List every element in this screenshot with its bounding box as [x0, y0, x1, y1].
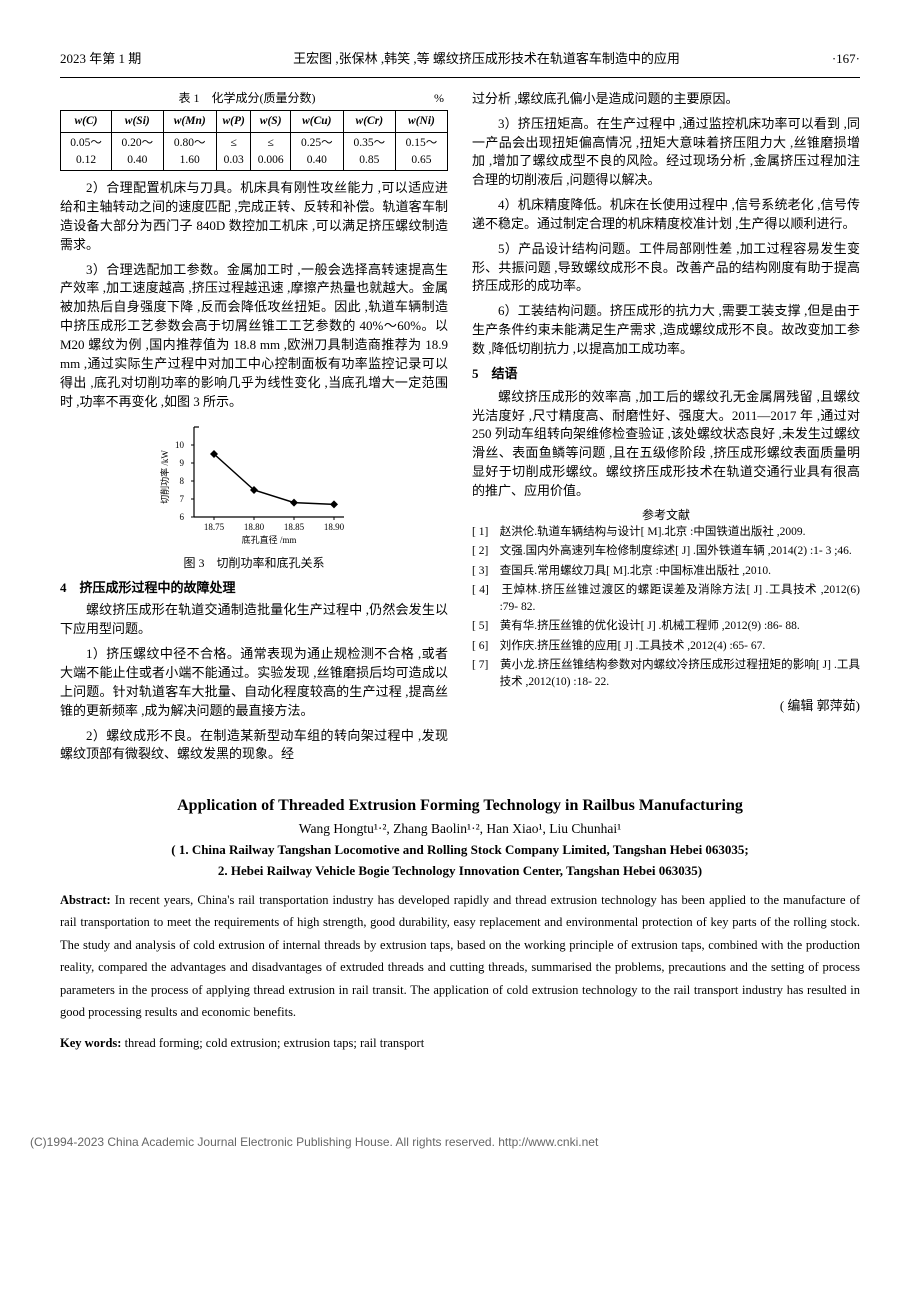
page: 2023 年第 1 期 王宏图 ,张保林 ,韩笑 ,等 螺纹挤压成形技术在轨道客… — [0, 0, 920, 1084]
table1: w(C) w(Si) w(Mn) w(P) w(S) w(Cu) w(Cr) w… — [60, 110, 448, 171]
svg-text:7: 7 — [180, 494, 185, 504]
en-title: Application of Threaded Extrusion Formin… — [60, 794, 860, 817]
chart-svg: 6 7 8 9 10 18.75 18.80 18.85 18.90 切削功率 — [154, 417, 354, 547]
ylabel: 切削功率 /kW — [159, 450, 170, 504]
markers — [210, 450, 338, 508]
svg-text:10: 10 — [175, 440, 185, 450]
two-column-body: 表 1 化学成分(质量分数) % w(C) w(Si) w(Mn) w(P) w… — [60, 90, 860, 770]
svg-text:6: 6 — [180, 512, 185, 522]
en-affiliation-2: 2. Hebei Railway Vehicle Bogie Technolog… — [60, 862, 860, 881]
th: w(S) — [251, 111, 291, 133]
svg-text:9: 9 — [180, 458, 185, 468]
reference-item: [ 1] 赵洪伦.轨道车辆结构与设计[ M].北京 :中国铁道出版社 ,2009… — [472, 524, 860, 541]
table1-caption: 表 1 化学成分(质量分数) — [179, 91, 316, 105]
td: 0.25～0.40 — [290, 132, 343, 170]
left-column: 表 1 化学成分(质量分数) % w(C) w(Si) w(Mn) w(P) w… — [60, 90, 448, 770]
td: 0.05～0.12 — [61, 132, 112, 170]
reference-item: [ 5] 黄有华.挤压丝锥的优化设计[ J] .机械工程师 ,2012(9) :… — [472, 618, 860, 635]
reference-item: [ 4] 王焯林.挤压丝锥过渡区的螺距误差及消除方法[ J] .工具技术 ,20… — [472, 582, 860, 617]
en-keywords: Key words: thread forming; cold extrusio… — [60, 1032, 860, 1055]
table-row: 0.05～0.12 0.20～0.40 0.80～1.60 ≤ 0.03 ≤ 0… — [61, 132, 448, 170]
th: w(Si) — [112, 111, 164, 133]
cnki-footer: (C)1994-2023 China Academic Journal Elec… — [0, 1134, 920, 1151]
th: w(Mn) — [163, 111, 216, 133]
para: 6）工装结构问题。挤压成形的抗力大 ,需要工装支撑 ,但是由于生产条件约束未能满… — [472, 302, 860, 359]
para: 3）挤压扭矩高。在生产过程中 ,通过监控机床功率可以看到 ,同一产品会出现扭矩偏… — [472, 115, 860, 190]
th: w(Ni) — [395, 111, 447, 133]
td: 0.80～1.60 — [163, 132, 216, 170]
references-heading: 参考文献 — [472, 507, 860, 524]
para: 2）合理配置机床与刀具。机床具有刚性攻丝能力 ,可以适应进给和主轴转动之间的速度… — [60, 179, 448, 254]
section-4-head: 4 挤压成形过程中的故障处理 — [60, 579, 448, 598]
th: w(Cr) — [343, 111, 395, 133]
right-column: 过分析 ,螺纹底孔偏小是造成问题的主要原因。 3）挤压扭矩高。在生产过程中 ,通… — [472, 90, 860, 770]
y-ticks: 6 7 8 9 10 — [175, 440, 194, 522]
th: w(C) — [61, 111, 112, 133]
td: ≤ 0.03 — [216, 132, 250, 170]
xlabel: 底孔直径 /mm — [242, 534, 297, 545]
table-row: w(C) w(Si) w(Mn) w(P) w(S) w(Cu) w(Cr) w… — [61, 111, 448, 133]
para: 螺纹挤压成形的效率高 ,加工后的螺纹孔无金属屑残留 ,且螺纹光洁度好 ,尺寸精度… — [472, 388, 860, 501]
abstract-text: In recent years, China's rail transporta… — [60, 893, 860, 1020]
section-5-head: 5 结语 — [472, 365, 860, 384]
issue-label: 2023 年第 1 期 — [60, 50, 141, 69]
running-head: 王宏图 ,张保林 ,韩笑 ,等 螺纹挤压成形技术在轨道客车制造中的应用 — [293, 50, 680, 69]
svg-text:18.90: 18.90 — [324, 522, 345, 532]
svg-text:18.85: 18.85 — [284, 522, 305, 532]
figure3-chart: 6 7 8 9 10 18.75 18.80 18.85 18.90 切削功率 — [154, 417, 354, 553]
para-continuation: 过分析 ,螺纹底孔偏小是造成问题的主要原因。 — [472, 90, 860, 109]
th: w(P) — [216, 111, 250, 133]
para: 3）合理选配加工参数。金属加工时 ,一般会选择高转速提高生产效率 ,加工速度越高… — [60, 261, 448, 412]
td: 0.20～0.40 — [112, 132, 164, 170]
editor-credit: ( 编辑 郭萍茹) — [472, 697, 860, 716]
para: 5）产品设计结构问题。工件局部刚性差 ,加工过程容易发生变形、共振问题 ,导致螺… — [472, 240, 860, 297]
english-abstract-block: Application of Threaded Extrusion Formin… — [60, 794, 860, 1054]
series-line — [214, 454, 334, 504]
figure3-caption: 图 3 切削功率和底孔关系 — [60, 555, 448, 572]
references-list: [ 1] 赵洪伦.轨道车辆结构与设计[ M].北京 :中国铁道出版社 ,2009… — [472, 524, 860, 691]
keywords-label: Key words: — [60, 1036, 121, 1050]
td: 0.15～0.65 — [395, 132, 447, 170]
keywords-text: thread forming; cold extrusion; extrusio… — [121, 1036, 424, 1050]
en-abstract: Abstract: In recent years, China's rail … — [60, 889, 860, 1024]
abstract-label: Abstract: — [60, 893, 111, 907]
reference-item: [ 2] 文强.国内外高速列车检修制度综述[ J] .国外铁道车辆 ,2014(… — [472, 543, 860, 560]
page-header: 2023 年第 1 期 王宏图 ,张保林 ,韩笑 ,等 螺纹挤压成形技术在轨道客… — [60, 50, 860, 78]
en-affiliation-1: ( 1. China Railway Tangshan Locomotive a… — [60, 841, 860, 860]
table1-caption-row: 表 1 化学成分(质量分数) % — [60, 90, 448, 107]
svg-text:8: 8 — [180, 476, 185, 486]
page-number: ·167· — [832, 50, 860, 69]
x-ticks: 18.75 18.80 18.85 18.90 — [204, 517, 345, 532]
reference-item: [ 3] 查国兵.常用螺纹刀具[ M].北京 :中国标准出版社 ,2010. — [472, 563, 860, 580]
para: 1）挤压螺纹中径不合格。通常表现为通止规检测不合格 ,或者大端不能止住或者小端不… — [60, 645, 448, 720]
para: 2）螺纹成形不良。在制造某新型动车组的转向架过程中 ,发现螺纹顶部有微裂纹、螺纹… — [60, 727, 448, 765]
svg-text:18.80: 18.80 — [244, 522, 265, 532]
para: 4）机床精度降低。机床在长使用过程中 ,信号系统老化 ,信号传递不稳定。通过制定… — [472, 196, 860, 234]
svg-text:18.75: 18.75 — [204, 522, 225, 532]
td: ≤ 0.006 — [251, 132, 291, 170]
td: 0.35～0.85 — [343, 132, 395, 170]
th: w(Cu) — [290, 111, 343, 133]
para: 螺纹挤压成形在轨道交通制造批量化生产过程中 ,仍然会发生以下应用型问题。 — [60, 601, 448, 639]
reference-item: [ 6] 刘作庆.挤压丝锥的应用[ J] .工具技术 ,2012(4) :65-… — [472, 638, 860, 655]
reference-item: [ 7] 黄小龙.挤压丝锥结构参数对内螺纹冷挤压成形过程扭矩的影响[ J] .工… — [472, 657, 860, 692]
en-authors: Wang Hongtu¹·², Zhang Baolin¹·², Han Xia… — [60, 819, 860, 839]
table1-unit: % — [434, 90, 444, 107]
